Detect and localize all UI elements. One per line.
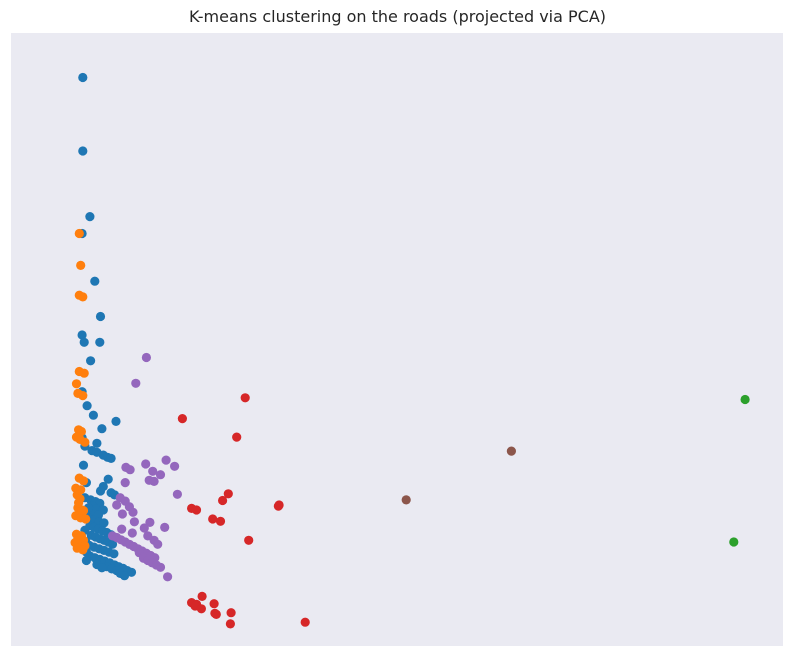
data-point-cluster-0-24 [103, 474, 113, 484]
data-point-cluster-3-6 [273, 501, 283, 511]
data-point-cluster-1-3 [78, 292, 88, 302]
data-point-cluster-0-61 [109, 549, 119, 559]
data-point-cluster-0-76 [119, 571, 130, 581]
data-point-cluster-0-9 [86, 356, 96, 366]
data-point-cluster-3-2 [232, 432, 242, 442]
data-point-cluster-0-71 [126, 567, 137, 577]
data-point-cluster-4-11 [120, 478, 130, 488]
data-point-cluster-4-22 [127, 528, 137, 538]
data-point-cluster-4-21 [139, 523, 149, 533]
data-point-cluster-0-43 [99, 518, 109, 528]
data-point-cluster-4-44 [117, 524, 127, 534]
data-point-cluster-3-9 [208, 514, 218, 524]
data-point-cluster-1-0 [74, 228, 84, 239]
chart-title: K-means clustering on the roads (project… [188, 7, 607, 26]
data-point-cluster-1-24 [77, 505, 87, 515]
data-point-cluster-4-43 [163, 572, 173, 582]
data-point-cluster-1-5 [79, 368, 89, 378]
data-point-cluster-2-1 [729, 537, 739, 547]
data-point-cluster-4-6 [125, 465, 135, 475]
data-point-cluster-3-8 [191, 505, 202, 515]
data-point-cluster-4-19 [145, 517, 155, 528]
data-point-cluster-0-5 [95, 311, 106, 322]
data-point-cluster-3-21 [225, 619, 235, 629]
plot-area [11, 33, 783, 646]
data-point-cluster-0-6 [77, 330, 87, 340]
data-point-cluster-3-20 [226, 608, 236, 618]
data-point-cluster-0-4 [90, 276, 100, 286]
data-point-cluster-4-7 [148, 466, 158, 476]
data-point-cluster-0-80 [97, 563, 107, 573]
data-point-cluster-4-8 [155, 470, 166, 480]
data-point-cluster-1-6 [71, 379, 82, 389]
data-point-cluster-0-14 [97, 424, 107, 434]
data-point-cluster-5-1 [401, 495, 411, 505]
data-point-cluster-4-45 [129, 517, 139, 527]
data-point-cluster-4-1 [131, 378, 141, 388]
data-point-cluster-3-17 [209, 599, 219, 609]
data-point-cluster-0-8 [95, 337, 105, 347]
data-point-cluster-1-8 [78, 391, 88, 401]
data-point-cluster-4-42 [155, 562, 166, 572]
data-point-cluster-1-33 [78, 545, 88, 555]
data-point-cluster-5-0 [506, 446, 516, 456]
data-point-cluster-4-10 [149, 476, 159, 486]
data-point-cluster-2-0 [740, 394, 750, 405]
data-point-cluster-0-0 [78, 72, 88, 83]
data-point-cluster-3-4 [218, 495, 228, 506]
data-point-cluster-0-11 [82, 401, 92, 411]
data-point-cluster-1-34 [74, 498, 84, 508]
data-point-cluster-1-1 [76, 260, 86, 270]
data-point-cluster-0-78 [81, 555, 91, 566]
data-point-cluster-3-16 [196, 604, 206, 614]
data-point-cluster-4-0 [141, 352, 151, 363]
data-point-cluster-4-3 [141, 459, 151, 469]
data-point-cluster-0-13 [111, 416, 121, 426]
data-point-cluster-4-17 [128, 507, 138, 517]
data-point-cluster-0-12 [88, 410, 98, 420]
data-point-cluster-3-12 [197, 591, 207, 602]
data-point-cluster-4-18 [117, 509, 127, 519]
data-point-cluster-0-27 [95, 486, 106, 496]
data-point-cluster-1-35 [81, 514, 91, 524]
data-point-cluster-0-16 [92, 438, 102, 448]
data-point-cluster-0-2 [85, 212, 95, 222]
data-point-cluster-3-22 [300, 617, 310, 627]
data-point-cluster-1-13 [80, 437, 90, 447]
data-point-cluster-4-4 [170, 461, 180, 471]
data-points [70, 72, 750, 629]
data-point-cluster-0-23 [78, 460, 89, 470]
data-point-cluster-0-1 [78, 146, 88, 156]
data-point-cluster-3-19 [211, 609, 221, 620]
data-point-cluster-3-0 [240, 393, 250, 403]
data-point-cluster-3-11 [244, 535, 254, 545]
data-point-cluster-4-2 [161, 455, 171, 465]
data-point-cluster-1-15 [78, 476, 89, 486]
data-point-cluster-0-22 [106, 453, 116, 463]
data-point-cluster-3-1 [177, 414, 187, 424]
data-point-cluster-3-3 [223, 489, 233, 499]
data-point-cluster-4-15 [112, 500, 122, 510]
data-point-cluster-3-10 [215, 516, 226, 526]
data-point-cluster-4-20 [160, 522, 170, 533]
data-point-cluster-4-12 [172, 489, 182, 499]
data-point-cluster-0-7 [79, 337, 89, 347]
data-point-cluster-0-55 [107, 539, 118, 549]
data-point-cluster-4-36 [153, 539, 163, 549]
